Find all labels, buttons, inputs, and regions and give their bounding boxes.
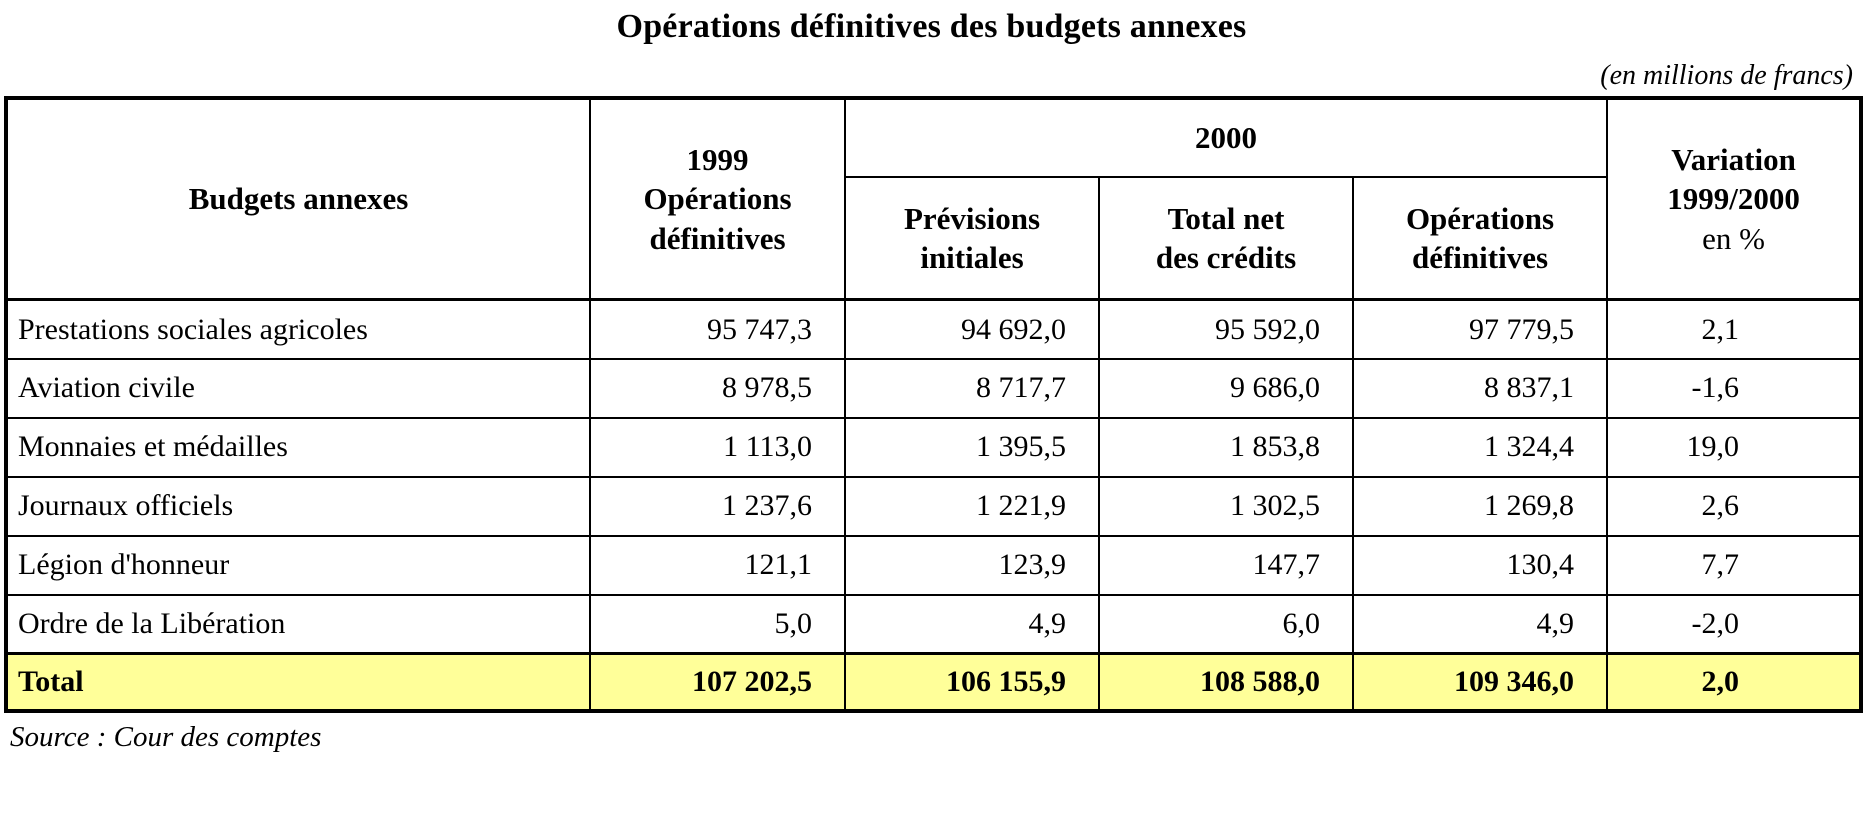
header-budgets-annexes: Budgets annexes (5, 97, 591, 301)
cell-variation: 2,6 (1606, 475, 1863, 537)
cell-1999: 121,1 (589, 534, 846, 596)
header-previsions-initiales: Prévisions initiales (844, 176, 1100, 301)
cell-previsions: 1 221,9 (844, 475, 1100, 537)
total-variation: 2,0 (1606, 652, 1863, 712)
row-label: Journaux officiels (5, 475, 591, 537)
cell-variation: -2,0 (1606, 593, 1863, 655)
header-total-net-credits: Total net des crédits (1098, 176, 1354, 301)
cell-variation: -1,6 (1606, 357, 1863, 419)
cell-1999: 5,0 (589, 593, 846, 655)
total-total-net: 108 588,0 (1098, 652, 1354, 712)
cell-operations: 4,9 (1351, 593, 1609, 655)
cell-operations: 8 837,1 (1351, 357, 1609, 419)
header-variation-label: Variation 1999/2000 (1667, 141, 1800, 217)
budgets-annexes-table: Budgets annexes 1999 Opérations définiti… (4, 96, 1863, 713)
row-label: Ordre de la Libération (5, 593, 591, 655)
row-label: Prestations sociales agricoles (5, 298, 591, 360)
cell-variation: 19,0 (1606, 416, 1863, 478)
table-row: Légion d'honneur 121,1 123,9 147,7 130,4… (5, 534, 1863, 596)
header-2000-group: 2000 (843, 96, 1609, 179)
total-previsions: 106 155,9 (844, 652, 1100, 712)
row-label: Aviation civile (5, 357, 591, 419)
cell-variation: 7,7 (1606, 534, 1863, 596)
table-body: Prestations sociales agricoles 95 747,3 … (5, 298, 1863, 712)
cell-previsions: 1 395,5 (844, 416, 1100, 478)
table-header: Budgets annexes 1999 Opérations définiti… (5, 96, 1863, 301)
cell-1999: 1 113,0 (589, 416, 846, 478)
header-1999-operations-definitives: 1999 Opérations définitives (589, 97, 846, 301)
header-variation-unit: en % (1702, 221, 1765, 257)
cell-previsions: 8 717,7 (844, 357, 1100, 419)
table-row: Monnaies et médailles 1 113,0 1 395,5 1 … (5, 416, 1863, 478)
cell-total-net: 6,0 (1098, 593, 1354, 655)
total-1999: 107 202,5 (589, 652, 846, 712)
row-label: Monnaies et médailles (5, 416, 591, 478)
cell-previsions: 123,9 (844, 534, 1100, 596)
cell-variation: 2,1 (1606, 298, 1863, 360)
cell-total-net: 95 592,0 (1098, 298, 1354, 360)
cell-operations: 1 269,8 (1351, 475, 1609, 537)
header-variation: Variation 1999/2000 en % (1606, 97, 1863, 301)
table-row: Aviation civile 8 978,5 8 717,7 9 686,0 … (5, 357, 1863, 419)
total-operations: 109 346,0 (1351, 652, 1609, 712)
cell-total-net: 9 686,0 (1098, 357, 1354, 419)
header-operations-definitives-2000: Opérations définitives (1351, 176, 1609, 301)
total-row: Total 107 202,5 106 155,9 108 588,0 109 … (5, 652, 1863, 712)
cell-1999: 95 747,3 (589, 298, 846, 360)
cell-operations: 97 779,5 (1351, 298, 1609, 360)
cell-1999: 1 237,6 (589, 475, 846, 537)
cell-total-net: 147,7 (1098, 534, 1354, 596)
table-row: Prestations sociales agricoles 95 747,3 … (5, 298, 1863, 360)
cell-operations: 130,4 (1351, 534, 1609, 596)
table-row: Journaux officiels 1 237,6 1 221,9 1 302… (5, 475, 1863, 537)
cell-total-net: 1 302,5 (1098, 475, 1354, 537)
source-note: Source : Cour des comptes (10, 720, 322, 753)
cell-operations: 1 324,4 (1351, 416, 1609, 478)
cell-1999: 8 978,5 (589, 357, 846, 419)
page-title: Opérations définitives des budgets annex… (616, 8, 1247, 45)
unit-note: (en millions de francs) (1600, 60, 1853, 91)
cell-total-net: 1 853,8 (1098, 416, 1354, 478)
cell-previsions: 4,9 (844, 593, 1100, 655)
row-label: Légion d'honneur (5, 534, 591, 596)
cell-previsions: 94 692,0 (844, 298, 1100, 360)
total-label: Total (5, 652, 591, 712)
table-row: Ordre de la Libération 5,0 4,9 6,0 4,9 -… (5, 593, 1863, 655)
